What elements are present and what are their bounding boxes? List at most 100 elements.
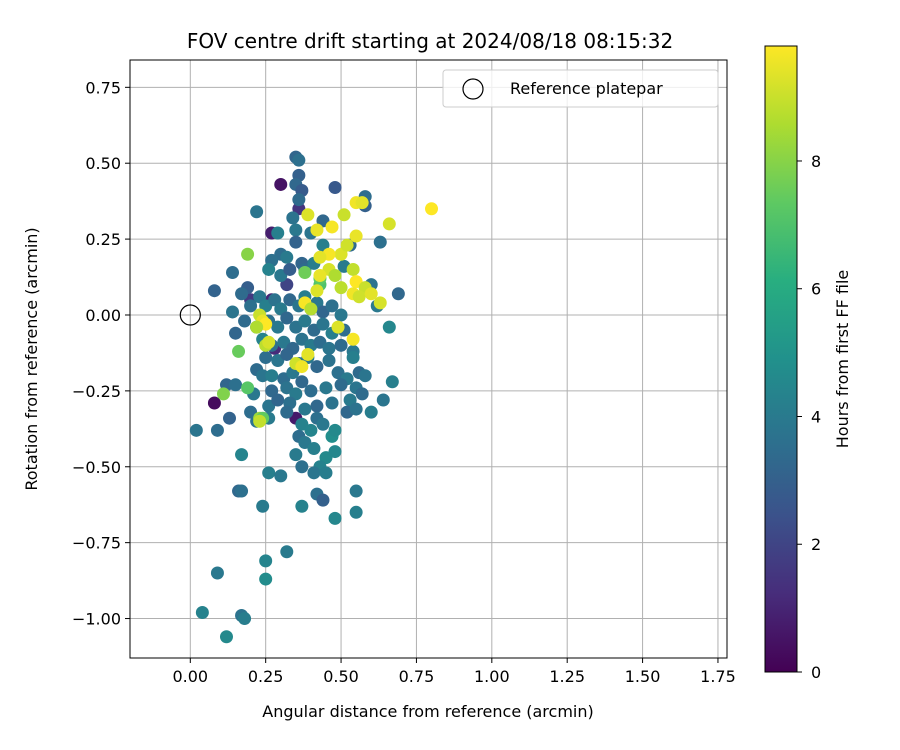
y-tick-label: −0.25 — [72, 382, 121, 401]
data-point — [304, 302, 318, 316]
data-point — [307, 466, 321, 480]
data-point — [219, 630, 233, 644]
data-point — [325, 396, 339, 410]
data-point — [238, 612, 252, 626]
data-point — [271, 393, 285, 407]
plot-frame — [129, 59, 728, 659]
data-point — [322, 341, 336, 355]
x-tick-label: 1.75 — [700, 667, 736, 686]
data-point — [352, 290, 366, 304]
y-axis-label: Rotation from reference (arcmin) — [22, 227, 41, 490]
data-point — [373, 296, 387, 310]
data-point — [241, 247, 255, 261]
data-point — [334, 308, 348, 322]
x-tick-label: 1.25 — [549, 667, 585, 686]
data-point — [310, 284, 324, 298]
data-point — [349, 484, 363, 498]
data-point — [355, 387, 369, 401]
x-tick-label: 0.50 — [323, 667, 359, 686]
data-point — [289, 223, 303, 237]
x-tick-label: 1.00 — [474, 667, 510, 686]
y-tick-label: −0.75 — [72, 534, 121, 553]
data-point — [256, 369, 270, 383]
data-point — [298, 402, 312, 416]
colorbar-tick-label: 8 — [811, 152, 821, 171]
data-point — [207, 284, 221, 298]
data-point — [280, 545, 294, 559]
data-point — [280, 311, 294, 325]
data-point — [301, 347, 315, 361]
data-point — [210, 423, 224, 437]
data-point — [340, 238, 354, 252]
y-tick-label: 0.00 — [85, 306, 121, 325]
data-point — [301, 208, 315, 222]
legend-label-reference: Reference platepar — [510, 79, 663, 98]
legend-box — [442, 69, 719, 108]
data-points — [189, 150, 439, 644]
data-point — [298, 314, 312, 328]
data-point — [223, 411, 236, 425]
data-point — [262, 262, 276, 276]
data-point — [328, 180, 342, 194]
chart-title: FOV centre drift starting at 2024/08/18 … — [187, 29, 673, 53]
x-tick-label: 0.25 — [248, 667, 284, 686]
data-point — [216, 387, 230, 401]
data-point — [289, 235, 303, 249]
data-point — [346, 350, 360, 364]
data-point — [235, 448, 249, 462]
data-point — [292, 193, 306, 207]
data-point — [259, 554, 273, 568]
data-point — [331, 320, 345, 334]
data-point — [313, 269, 327, 283]
colorbar: 0 2 4 6 8 Hours from first FF file — [764, 45, 852, 682]
data-point — [349, 229, 363, 243]
data-point — [250, 205, 264, 219]
data-point — [319, 466, 333, 480]
x-axis: 0.00 0.25 0.50 0.75 1.00 1.25 1.50 1.75 — [172, 658, 736, 686]
data-point — [319, 381, 333, 395]
data-point — [244, 299, 258, 313]
data-point — [304, 423, 318, 437]
data-point — [280, 347, 294, 361]
data-point — [328, 269, 342, 283]
data-point — [304, 384, 318, 398]
data-point — [337, 208, 351, 222]
data-point — [310, 399, 324, 413]
data-point — [226, 265, 240, 279]
data-point — [289, 448, 303, 462]
data-point — [226, 305, 240, 319]
data-point — [310, 360, 324, 374]
colorbar-tick-label: 2 — [811, 535, 821, 554]
data-point — [262, 335, 276, 349]
colorbar-ticks: 0 2 4 6 8 — [797, 152, 821, 682]
data-point — [271, 320, 285, 334]
data-point — [295, 460, 309, 474]
data-point — [238, 314, 252, 328]
legend: Reference platepar — [442, 69, 719, 108]
y-axis: 0.75 0.50 0.25 0.00 −0.25 −0.50 −0.75 −1.00 — [72, 78, 130, 629]
data-point — [316, 417, 330, 431]
data-point — [292, 153, 306, 167]
data-point — [346, 262, 360, 276]
data-point — [385, 375, 399, 389]
x-tick-label: 0.00 — [172, 667, 208, 686]
data-point — [207, 396, 221, 410]
data-point — [229, 326, 243, 340]
colorbar-tick-label: 0 — [811, 663, 821, 682]
data-point — [274, 177, 288, 191]
data-point — [232, 344, 246, 358]
data-point — [195, 605, 209, 619]
data-point — [316, 493, 330, 507]
colorbar-gradient — [764, 45, 798, 673]
colorbar-label: Hours from first FF file — [833, 270, 852, 449]
data-point — [250, 320, 264, 334]
data-point — [298, 265, 312, 279]
data-point — [328, 423, 342, 437]
reference-platepar-marker — [179, 304, 201, 326]
colorbar-tick-label: 6 — [811, 280, 821, 299]
data-point — [280, 250, 294, 264]
data-point — [241, 381, 255, 395]
data-point — [310, 223, 324, 237]
data-point — [274, 469, 288, 483]
